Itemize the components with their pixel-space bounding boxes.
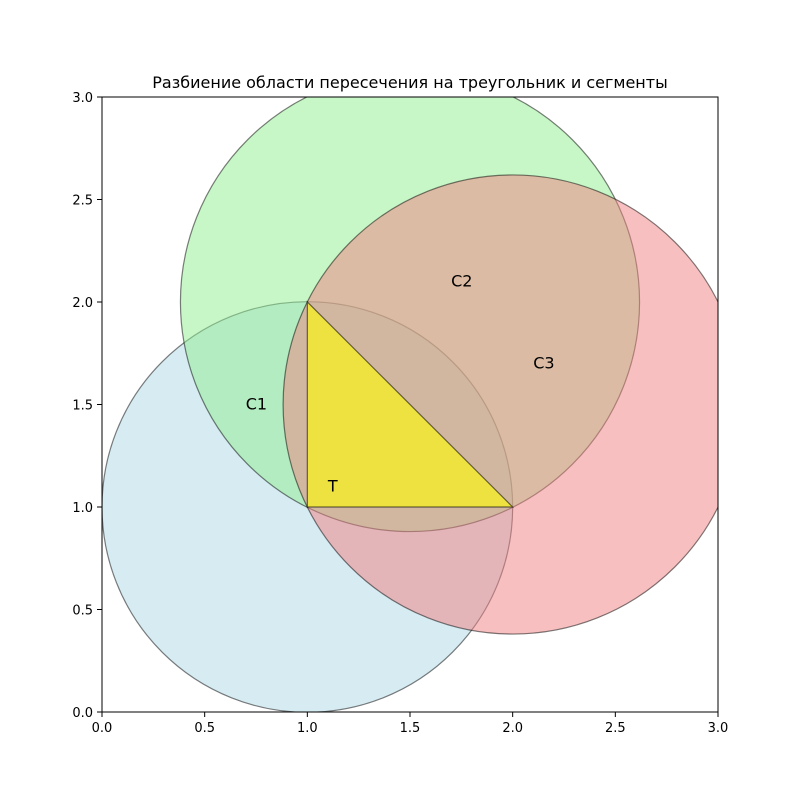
x-tick-label: 1.5	[400, 721, 421, 736]
y-tick-label: 3.0	[72, 91, 93, 106]
y-tick-label: 1.5	[72, 399, 93, 414]
label-c2: C2	[451, 272, 472, 291]
region-labels: C1 C2 C3 T	[246, 272, 555, 496]
y-tick-label: 0.5	[72, 604, 93, 619]
x-tick-label: 2.0	[502, 721, 523, 736]
x-tick-label: 2.5	[605, 721, 626, 736]
x-tick-label: 0.5	[194, 721, 215, 736]
x-tick-label: 3.0	[708, 721, 729, 736]
y-tick-label: 2.0	[72, 296, 93, 311]
label-c3: C3	[533, 354, 554, 373]
x-axis: 0.0 0.5 1.0 1.5 2.0 2.5 3.0	[92, 712, 729, 736]
y-axis: 0.0 0.5 1.0 1.5 2.0 2.5 3.0	[72, 91, 102, 721]
label-t: T	[327, 477, 338, 496]
y-tick-label: 1.0	[72, 501, 93, 516]
triangle-t	[306, 300, 515, 508]
x-tick-label: 1.0	[297, 721, 318, 736]
plot-shapes	[102, 97, 718, 712]
y-tick-label: 2.5	[72, 194, 93, 209]
y-tick-label: 0.0	[72, 706, 93, 721]
chart-title: Разбиение области пересечения на треугол…	[152, 73, 667, 92]
circle-c3	[282, 174, 718, 635]
x-tick-label: 0.0	[92, 721, 113, 736]
label-c1: C1	[246, 395, 267, 414]
